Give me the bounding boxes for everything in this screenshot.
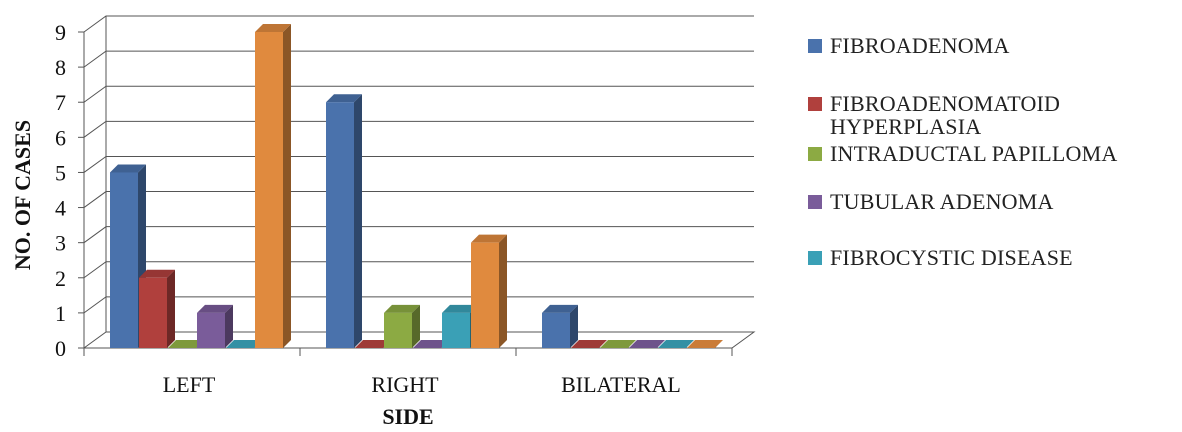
y-tick-label: 5 — [55, 160, 66, 185]
gridline — [83, 155, 754, 173]
bar-front — [542, 312, 570, 348]
bar-top — [197, 304, 233, 313]
bar-front — [442, 312, 470, 348]
bar — [355, 340, 391, 348]
bar-side — [412, 304, 420, 348]
gridline — [83, 85, 754, 103]
legend-swatch — [808, 251, 822, 265]
legend-swatch — [808, 195, 822, 209]
legend-swatch — [808, 39, 822, 53]
bar-flat — [413, 340, 449, 348]
bar-flat — [629, 340, 665, 348]
bar-front — [197, 312, 225, 348]
legend-swatch — [808, 147, 822, 161]
x-tick-label: LEFT — [163, 372, 216, 397]
gridline — [83, 226, 754, 244]
bar — [600, 340, 636, 348]
x-axis: LEFT RIGHT BILATERAL — [83, 347, 733, 397]
bar-side — [354, 94, 362, 348]
bar-side — [167, 269, 175, 348]
bar — [413, 340, 449, 348]
bar — [326, 94, 362, 348]
bar-front — [255, 32, 283, 348]
bar — [139, 269, 175, 348]
y-tick-label: 2 — [55, 266, 66, 291]
y-axis: 0 1 2 3 4 5 6 7 8 9 — [55, 20, 84, 361]
bar — [226, 340, 262, 348]
bar-side — [499, 234, 507, 348]
gridlines — [83, 15, 754, 314]
y-tick-label: 4 — [55, 196, 66, 221]
gridline — [83, 15, 754, 33]
x-axis-title: SIDE — [382, 404, 433, 429]
y-tick-label: 1 — [55, 301, 66, 326]
legend-label: FIBROADENOMA — [830, 33, 1010, 58]
bar-top — [139, 269, 175, 278]
bar — [687, 340, 723, 348]
y-tick-label: 8 — [55, 55, 66, 80]
bar — [168, 340, 204, 348]
bar — [384, 304, 420, 348]
y-axis-title: NO. OF CASES — [10, 120, 35, 270]
bar — [542, 304, 578, 348]
bar-flat — [600, 340, 636, 348]
bar-flat — [355, 340, 391, 348]
legend-label: INTRADUCTAL PAPILLOMA — [830, 141, 1118, 166]
y-tick-label: 6 — [55, 125, 66, 150]
bar-top — [326, 94, 362, 103]
legend-swatch — [808, 97, 822, 111]
legend-label: TUBULAR ADENOMA — [830, 189, 1054, 214]
bar — [471, 234, 507, 348]
gridline — [83, 261, 754, 279]
bar — [197, 304, 233, 348]
bar-flat — [658, 340, 694, 348]
gridline — [83, 120, 754, 138]
bar-flat — [571, 340, 607, 348]
y-tick-label: 3 — [55, 231, 66, 256]
bar-flat — [226, 340, 262, 348]
legend-label: FIBROADENOMATOID HYPERPLASIA — [830, 91, 1061, 139]
bar-flat — [687, 340, 723, 348]
plot-wall — [83, 16, 107, 348]
x-tick-label: RIGHT — [371, 372, 439, 397]
bar-front — [110, 172, 138, 348]
bar — [658, 340, 694, 348]
bar-side — [283, 24, 291, 348]
bar-top — [471, 234, 507, 243]
bar — [255, 24, 291, 348]
bar-front — [384, 312, 412, 348]
y-tick-label: 7 — [55, 90, 66, 115]
gridline — [83, 296, 754, 314]
legend-label: FIBROCYSTIC DISEASE — [830, 245, 1073, 270]
gridline — [83, 191, 754, 208]
bar-top — [110, 164, 146, 173]
bars — [110, 24, 723, 348]
x-tick-label: BILATERAL — [561, 372, 681, 397]
bar-front — [139, 277, 167, 348]
bar-flat — [168, 340, 204, 348]
y-tick-label: 0 — [55, 336, 66, 361]
bar-top — [442, 304, 478, 313]
bar-front — [326, 102, 354, 348]
bar — [571, 340, 607, 348]
bar-side — [225, 304, 233, 348]
bar-top — [384, 304, 420, 313]
y-tick-label: 9 — [55, 20, 66, 45]
bar-front — [471, 242, 499, 348]
bar — [629, 340, 665, 348]
gridline — [83, 50, 754, 68]
bar-side — [570, 304, 578, 348]
bar-top — [255, 24, 291, 32]
bar-top — [542, 304, 578, 313]
